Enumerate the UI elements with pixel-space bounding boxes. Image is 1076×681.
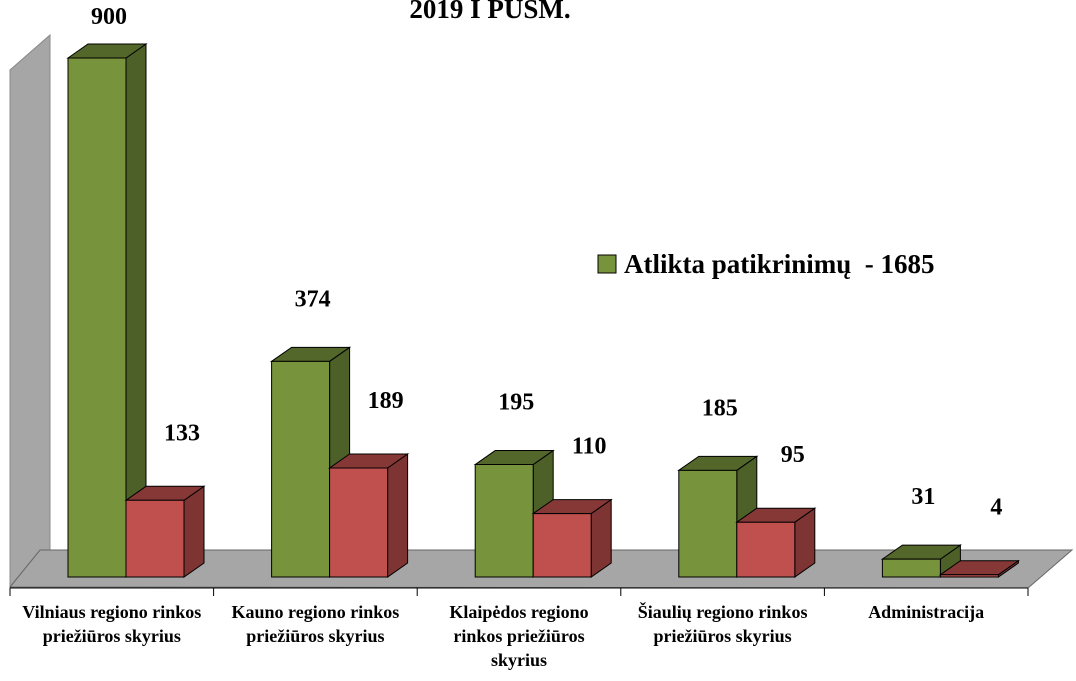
data-label: 189 [368, 388, 404, 414]
chart-title: 2019 I PUSM. [409, 0, 570, 24]
bar-face [329, 467, 389, 578]
x-tick-label: Šiaulių regiono rinkos priežiūros skyriu… [637, 602, 808, 646]
bar-face [474, 464, 534, 578]
data-label: 95 [781, 442, 805, 468]
bar [66, 43, 148, 578]
bar-face [736, 521, 796, 578]
bar [531, 498, 613, 578]
x-tick-label: Vilniaus regiono rinkos priežiūros skyri… [22, 602, 202, 646]
bar-face [881, 558, 941, 578]
data-label: 374 [295, 286, 331, 312]
bar [328, 453, 410, 578]
back-wall [9, 33, 51, 589]
bar-face [678, 469, 738, 578]
bar-face [271, 360, 331, 578]
x-tick-label: Klaipėdos regiono rinkos priežiūros skyr… [449, 602, 589, 670]
bar-face [125, 499, 185, 578]
bar-face [183, 485, 205, 578]
bar [124, 485, 206, 578]
bar-face [67, 57, 127, 578]
bar [880, 544, 962, 578]
data-label: 110 [572, 434, 607, 460]
legend-swatch [597, 254, 617, 274]
bar [735, 507, 817, 578]
bar-face [939, 574, 999, 578]
bar [938, 559, 1020, 578]
bar-face [532, 513, 592, 578]
x-tick-label: Kauno regiono rinkos priežiūros skyrius [231, 602, 400, 646]
data-label: 185 [702, 395, 738, 421]
x-tick-label: Administracija [868, 602, 985, 622]
data-label: 4 [990, 495, 1002, 521]
bar-face [387, 453, 409, 578]
data-label: 31 [911, 484, 935, 510]
data-label: 133 [164, 420, 200, 446]
data-label: 195 [498, 390, 534, 416]
legend-label: Atlikta patikrinimų - 1685 [624, 249, 935, 279]
data-label: 900 [91, 4, 127, 30]
